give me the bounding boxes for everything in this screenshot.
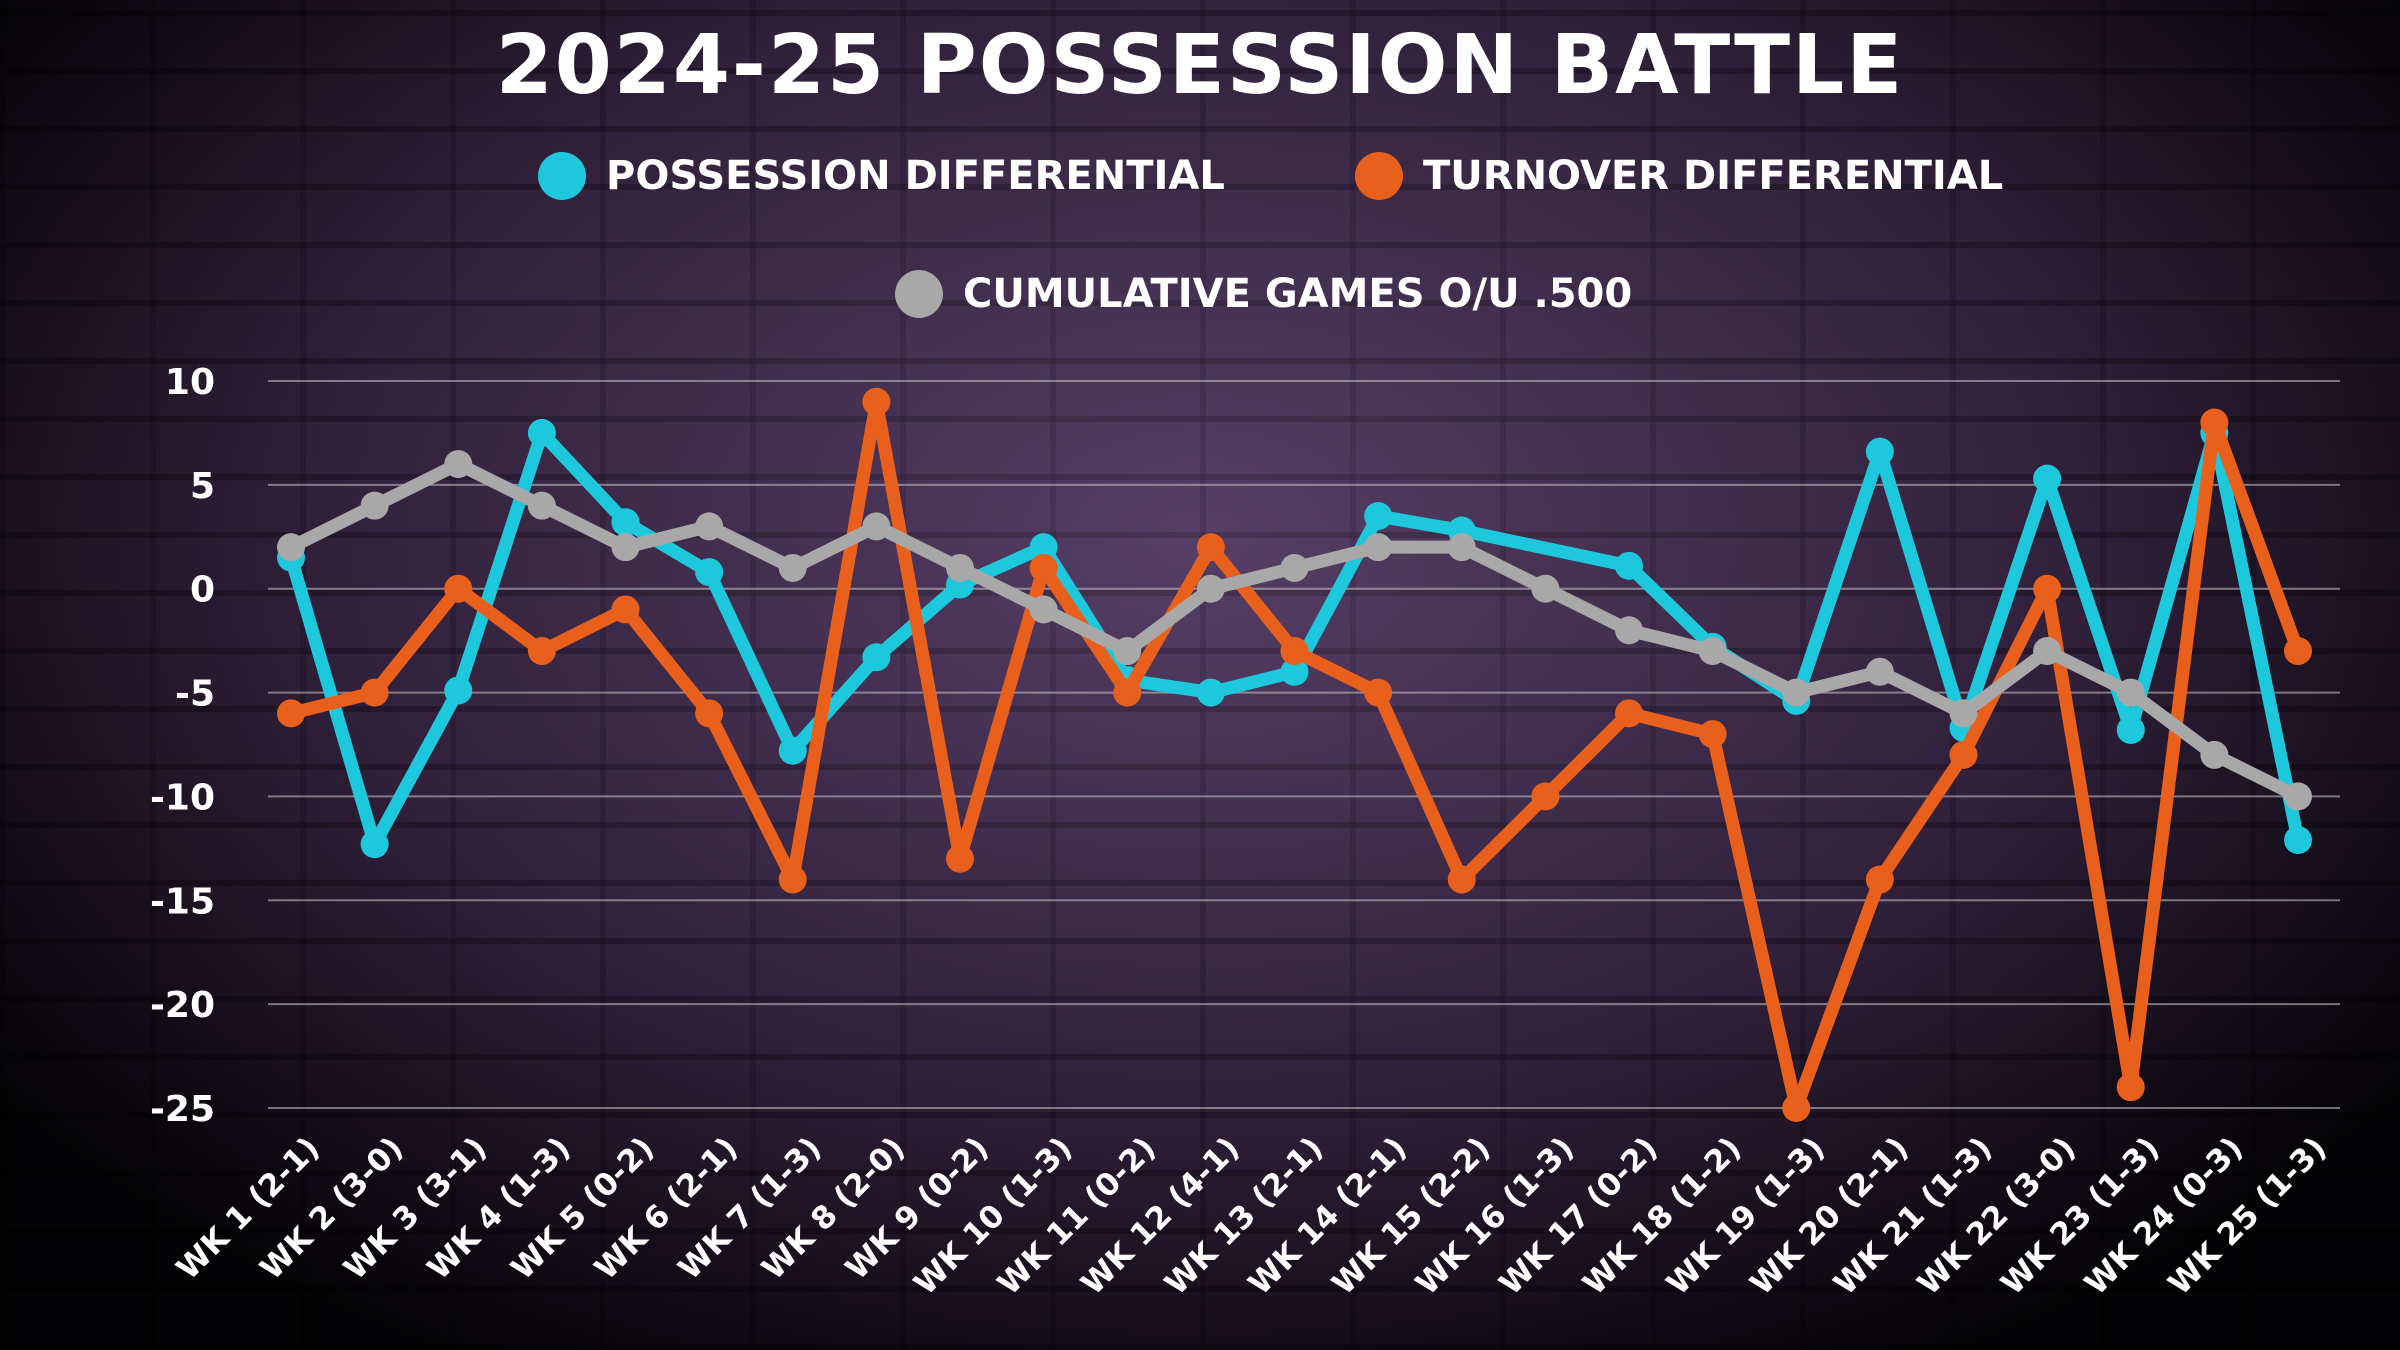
data-point-series-3 [1615, 616, 1643, 645]
data-point-series-1 [695, 558, 724, 587]
legend-label-turnover: TURNOVER DIFFERENTIAL [1423, 153, 2004, 199]
data-point-series-2 [1029, 553, 1058, 582]
data-point-series-1 [2033, 464, 2062, 493]
y-tick-label: -20 [150, 985, 215, 1026]
data-point-series-3 [2116, 678, 2145, 707]
data-point-series-2 [527, 637, 556, 666]
data-point-series-3 [2284, 782, 2312, 811]
data-point-series-3 [1782, 678, 1811, 707]
data-point-series-1 [1615, 551, 1643, 580]
data-point-series-2 [778, 865, 807, 894]
data-point-series-2 [2200, 408, 2229, 437]
data-point-series-3 [1865, 657, 1894, 686]
data-point-series-2 [611, 595, 640, 624]
data-point-series-2 [1615, 699, 1643, 728]
data-point-series-2 [1364, 678, 1393, 707]
data-point-series-2 [360, 678, 389, 707]
data-point-series-1 [1865, 437, 1894, 466]
data-point-series-2 [1949, 740, 1978, 769]
data-point-series-2 [1113, 678, 1142, 707]
data-point-series-2 [1280, 637, 1309, 666]
legend-swatch-cumulative [895, 270, 943, 318]
data-point-series-3 [778, 553, 807, 582]
data-point-series-2 [1196, 533, 1225, 562]
data-point-series-2 [1698, 720, 1727, 749]
data-point-series-2 [862, 387, 891, 416]
data-point-series-3 [862, 512, 891, 541]
data-point-series-3 [1196, 574, 1225, 603]
legend-swatch-possession [538, 152, 586, 200]
data-point-series-2 [277, 699, 305, 728]
y-tick-label: -5 [175, 674, 215, 715]
legend-swatch-turnover [1355, 152, 1403, 200]
data-point-series-3 [1113, 637, 1142, 666]
y-tick-label: -25 [150, 1089, 215, 1130]
data-point-series-3 [1447, 533, 1476, 562]
chart-title: 2024-25 POSSESSION BATTLE [495, 18, 1905, 113]
legend-label-possession: POSSESSION DIFFERENTIAL [606, 153, 1225, 199]
data-point-series-3 [611, 533, 640, 562]
data-point-series-1 [444, 676, 473, 705]
data-point-series-2 [1865, 865, 1894, 894]
y-tick-label: 0 [190, 570, 215, 611]
data-point-series-2 [2033, 574, 2062, 603]
data-point-series-1 [1196, 678, 1225, 707]
y-tick-label: 10 [165, 362, 215, 403]
data-point-series-3 [1949, 699, 1978, 728]
y-tick-label: -10 [150, 777, 215, 818]
data-point-series-2 [1447, 865, 1476, 894]
data-point-series-1 [2116, 715, 2145, 744]
data-point-series-2 [946, 844, 974, 873]
y-tick-label: 5 [190, 466, 215, 507]
data-point-series-3 [1531, 574, 1560, 603]
data-point-series-3 [527, 491, 556, 520]
series-line-1 [284, 426, 2305, 851]
data-point-series-3 [2200, 740, 2229, 769]
data-point-series-2 [1531, 782, 1560, 811]
data-point-series-3 [360, 491, 389, 520]
series-line-2 [284, 395, 2305, 1115]
legend-item-possession: POSSESSION DIFFERENTIAL [538, 152, 1225, 200]
data-point-series-1 [1029, 533, 1058, 562]
data-point-series-3 [1364, 533, 1393, 562]
data-point-series-1 [778, 736, 807, 765]
data-point-series-3 [2033, 637, 2062, 666]
data-point-series-3 [695, 512, 724, 541]
y-tick-label: -15 [150, 881, 215, 922]
data-point-series-2 [695, 699, 724, 728]
data-point-series-1 [360, 830, 389, 859]
data-point-series-1 [862, 643, 891, 672]
data-point-series-1 [1280, 657, 1309, 686]
legend-label-cumulative: CUMULATIVE GAMES O/U .500 [963, 271, 1633, 317]
data-point-series-1 [527, 418, 556, 447]
data-point-series-3 [946, 553, 974, 582]
data-point-series-3 [277, 533, 305, 562]
data-point-series-2 [1782, 1094, 1811, 1122]
data-point-series-1 [2284, 826, 2312, 855]
data-point-series-1 [611, 508, 640, 537]
data-point-series-3 [444, 450, 473, 479]
data-point-series-3 [1029, 595, 1058, 624]
data-point-series-2 [444, 574, 473, 603]
data-point-series-2 [2284, 637, 2312, 666]
x-tick-label: WK 1 (2-1) [170, 1130, 327, 1287]
data-point-series-2 [2116, 1073, 2145, 1102]
data-point-series-3 [1280, 553, 1309, 582]
legend-item-turnover: TURNOVER DIFFERENTIAL [1355, 152, 2003, 200]
legend-item-cumulative: CUMULATIVE GAMES O/U .500 [895, 270, 1632, 318]
data-point-series-3 [1698, 637, 1727, 666]
data-point-series-1 [1364, 502, 1393, 531]
